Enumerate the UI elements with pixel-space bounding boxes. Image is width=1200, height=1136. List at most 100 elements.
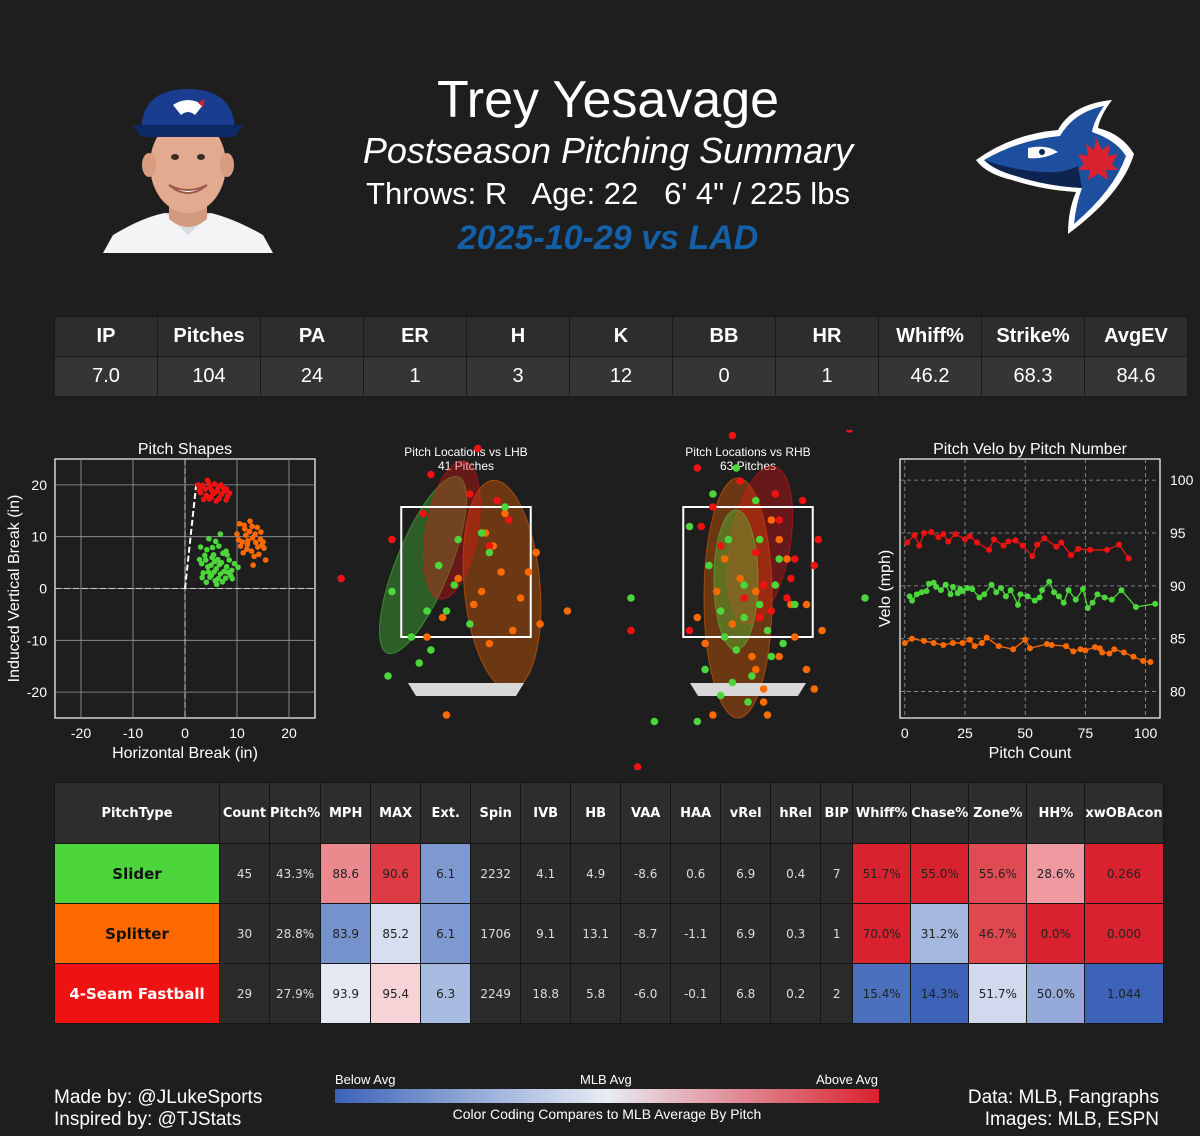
table-row: 4-Seam Fastball 29 27.9% 93.9 95.4 6.3 2249 18.… [54,963,1164,1024]
footer-sources: Data: MLB, Fangraphs Images: MLB, ESPN [968,1087,1159,1131]
velo-point [1053,543,1060,550]
location-point [732,464,741,472]
velo-point [1077,646,1084,653]
velo-point [1055,593,1062,600]
metric-cell: 28.6% [1026,843,1086,904]
data-source: Data: MLB, Fangraphs [967,1087,1159,1108]
shape-point [226,557,232,563]
metric-cell: 51.7% [968,963,1028,1024]
location-point [755,600,764,609]
velo-point [1092,644,1098,651]
location-point [693,717,702,726]
stat-value-ip: 7.0 [54,356,158,397]
location-point [423,607,431,615]
location-point [388,587,396,596]
velo-point [1051,589,1058,596]
velo-point [940,531,947,538]
shape-point [206,496,213,502]
stat-value-pa: 24 [260,356,364,397]
location-point [485,639,494,648]
metric-cell: 55.0% [910,843,970,904]
location-point [685,522,694,531]
velo-point [1120,649,1127,656]
metric-cell: 4.1 [520,843,572,904]
location-point [493,496,502,505]
stat-value-whiff-pct: 46.2 [878,356,982,397]
location-point [814,535,822,544]
location-point [748,672,756,680]
col-header-pitch: Pitch% [268,782,322,844]
shape-point [231,560,238,567]
stat-value-k: 12 [569,356,673,397]
velo-point [1116,541,1123,548]
metric-cell: 88.6 [320,843,372,904]
velo-point [993,589,1000,596]
shape-point [241,522,248,529]
stat-header-ip: IP [54,316,158,357]
location-point [709,490,717,498]
y-axis-label: Velo (mph) [877,550,894,627]
location-point [716,607,725,615]
velo-by-pitch-chart: 0 25 50 75 100 80 85 90 95 100 Pitch Velo by Pitch… [877,441,1194,762]
location-point [755,535,764,544]
stat-header-strike-pct: Strike% [981,316,1085,357]
metric-cell: -8.7 [620,903,672,964]
velo-point [947,591,954,598]
col-header-ext: Ext. [420,782,472,844]
location-point [787,574,795,583]
stat-header-bb: BB [672,316,776,357]
stat-value-pitches: 104 [157,356,261,397]
shape-point [196,487,203,494]
velo-point [1106,650,1113,657]
x-tick-label: 75 [1078,725,1094,741]
location-point [744,698,752,706]
location-point [775,535,783,544]
location-point [466,620,474,628]
pitch-shapes-chart: -20 -10 0 10 20 -20 -10 0 10 20 Pitch Shapes Horizo… [6,441,316,762]
shape-point [203,492,210,499]
location-chart-title: Pitch Locations vs RHB [685,445,810,459]
location-point [563,607,572,615]
shape-point [215,575,222,582]
velo-point [1094,591,1101,598]
shape-point [199,574,205,581]
location-point [740,594,748,602]
legend-below-label: Below Avg [335,1072,396,1087]
location-point [337,574,346,583]
stat-header-pa: PA [260,316,364,357]
velo-point [937,587,944,594]
shape-point [245,538,251,544]
image-source: Images: MLB, ESPN [984,1109,1159,1130]
shape-point [214,487,221,494]
location-point [791,600,799,609]
x-tick-label: 10 [229,725,245,741]
shape-point [237,543,244,549]
location-point [627,594,635,602]
location-point [419,509,427,518]
velo-point [1070,648,1077,655]
location-point [810,685,819,693]
location-point [434,561,443,570]
shape-point [217,531,224,537]
shape-point [207,484,213,490]
shape-point [199,482,206,489]
velo-point [1075,545,1082,552]
col-header-vrel: vRel [720,782,772,844]
location-point [485,548,494,557]
metric-cell: 45 [219,843,270,904]
location-point [501,509,509,518]
pitch-type-cell: Slider [54,843,220,904]
velo-point [1005,538,1012,545]
strike-zone-box [682,506,814,638]
location-point [798,496,807,505]
x-tick-label: -10 [123,725,143,741]
shape-point [226,490,233,496]
shape-point [204,546,210,553]
velo-point [930,639,937,646]
velo-point [1017,591,1024,598]
metric-cell: 0.000 [1084,903,1164,964]
metric-cell: 6.8 [720,963,772,1024]
shape-point [254,524,261,531]
stat-value-hr: 1 [775,356,879,397]
location-point [755,613,764,622]
